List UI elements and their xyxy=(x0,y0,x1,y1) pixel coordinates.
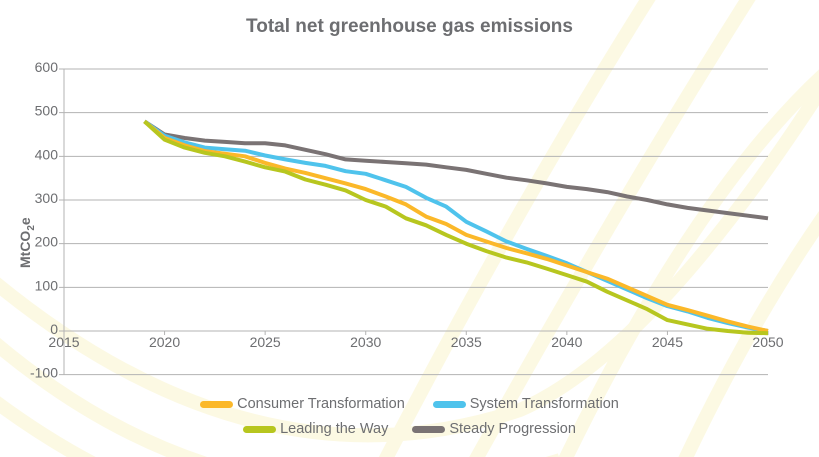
legend-label: System Transformation xyxy=(469,396,619,412)
x-tick-label: 2030 xyxy=(350,334,381,350)
legend-row-2: Leading the Way Steady Progression xyxy=(0,421,819,437)
y-tick-label: 300 xyxy=(35,190,59,206)
y-axis-label-main: MtCO xyxy=(17,231,33,268)
legend-swatch xyxy=(200,400,234,408)
legend-label: Leading the Way xyxy=(280,421,389,437)
y-axis: 600 500 400 300 200 100 0 -100 xyxy=(30,59,58,381)
y-tick-label: 0 xyxy=(50,321,58,337)
y-tick-label: 400 xyxy=(35,146,59,162)
chart-title: Total net greenhouse gas emissions xyxy=(246,16,573,37)
legend-swatch xyxy=(243,425,277,433)
x-tick-label: 2045 xyxy=(652,334,683,350)
legend-label: Steady Progression xyxy=(449,421,576,437)
legend-item-steady-progression: Steady Progression xyxy=(412,421,576,437)
legend-row-1: Consumer Transformation System Transform… xyxy=(0,396,819,412)
y-tick-label: 200 xyxy=(35,234,59,250)
x-tick-label: 2025 xyxy=(250,334,281,350)
x-tick-label: 2015 xyxy=(48,334,79,350)
legend-item-system-transformation: System Transformation xyxy=(432,396,619,412)
series-line-steady-progression xyxy=(143,119,769,221)
legend-swatch xyxy=(432,400,466,408)
y-axis-label-subscript: 2 xyxy=(26,225,37,231)
gridlines xyxy=(59,68,768,376)
series-line-consumer-transformation xyxy=(143,119,769,333)
series-line-system-transformation xyxy=(143,119,769,333)
legend-swatch xyxy=(412,425,446,433)
series-lines xyxy=(143,119,769,336)
legend-item-consumer-transformation: Consumer Transformation xyxy=(200,396,405,412)
x-axis: 2015 2020 2025 2030 2035 2040 2045 2050 xyxy=(48,331,784,350)
y-tick-label: -100 xyxy=(30,365,58,381)
y-axis-label: MtCO2e xyxy=(17,217,37,268)
series-line-leading-the-way xyxy=(143,119,769,336)
legend-item-leading-the-way: Leading the Way xyxy=(243,421,388,437)
y-tick-label: 500 xyxy=(35,103,59,119)
x-tick-label: 2035 xyxy=(451,334,482,350)
y-tick-label: 100 xyxy=(35,277,59,293)
x-tick-label: 2050 xyxy=(752,334,783,350)
y-tick-label: 600 xyxy=(35,59,59,75)
y-axis-label-tail: e xyxy=(17,217,33,225)
legend-label: Consumer Transformation xyxy=(237,396,405,412)
x-tick-label: 2020 xyxy=(149,334,180,350)
x-tick-label: 2040 xyxy=(551,334,582,350)
